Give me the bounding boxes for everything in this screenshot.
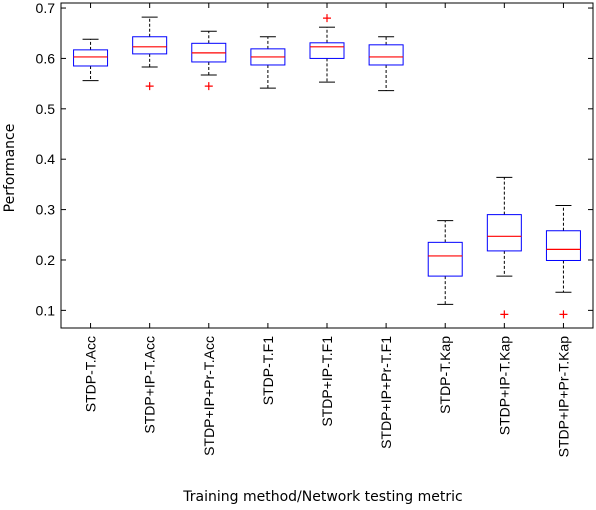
x-axis-title: Training method/Network testing metric (182, 489, 462, 505)
box (368, 44, 404, 66)
x-tick-label: STDP+IP+Pr-T.Acc (201, 336, 217, 456)
x-tick-label: STDP-T.Kap (437, 336, 453, 414)
y-tick-label: 0.1 (36, 302, 56, 318)
plot-area: 0.1 0.2 0.3 0.4 0.5 0.6 0.7 STDP-T.Acc STDP+IP-T… (36, 0, 594, 458)
box (309, 42, 345, 59)
outlier-marker (500, 310, 509, 319)
box (73, 49, 109, 67)
x-tick-label: STDP-T.Acc (83, 336, 99, 412)
x-tick-label: STDP+IP-T.Kap (496, 336, 512, 435)
outlier-marker (204, 82, 213, 91)
outlier-marker (323, 14, 331, 23)
plot-frame (60, 2, 594, 329)
y-tick-label: 0.3 (36, 202, 56, 218)
y-tick-label: 0.4 (36, 151, 56, 167)
x-tick-label: STDP+IP-T.Acc (142, 336, 158, 434)
box (132, 36, 168, 55)
box (545, 230, 581, 261)
x-tick-label: STDP+IP+Pr-T.F1 (378, 336, 394, 449)
y-tick-label: 0.7 (36, 0, 56, 16)
y-tick-label: 0.6 (36, 50, 56, 66)
y-tick-label: 0.5 (36, 101, 56, 117)
box (486, 214, 522, 252)
x-tick-label: STDP-T.F1 (260, 336, 276, 405)
y-axis-title: Performance (2, 124, 18, 213)
outlier-marker (559, 310, 568, 319)
box (427, 241, 463, 277)
y-tick-label: 0.2 (36, 252, 56, 268)
outlier-marker (145, 82, 154, 91)
x-tick-label: STDP+IP+Pr-T.Kap (555, 336, 571, 458)
x-tick-label: STDP+IP-T.F1 (319, 336, 335, 427)
